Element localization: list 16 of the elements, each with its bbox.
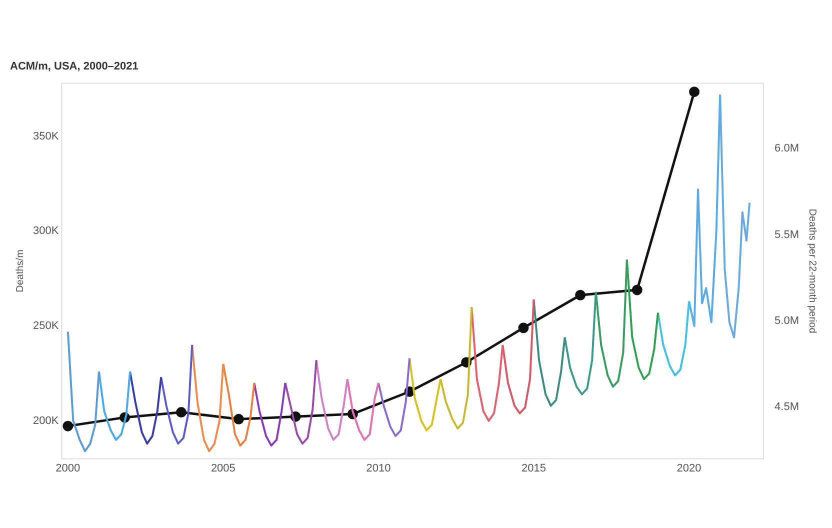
x-tick-label: 2020	[676, 462, 702, 474]
x-tick-label: 2010	[366, 462, 391, 474]
y2-tick-label: 4.5M	[774, 401, 800, 414]
y2-tick-label: 5.5M	[774, 228, 800, 241]
y2-tick-label: 5.0M	[774, 314, 800, 327]
y2-tick-label: 6.0M	[774, 142, 800, 155]
x-tick-label: 2000	[56, 462, 80, 474]
y-tick-label: 300K	[32, 225, 60, 238]
x-tick-label: 2015	[521, 462, 546, 474]
y2-axis-title: Deaths per 22-month period	[806, 208, 818, 334]
y-tick-label: 200K	[32, 414, 60, 427]
y-tick-label: 350K	[32, 130, 60, 142]
chart-title: ACM/m, USA, 2000–2021	[10, 60, 138, 73]
y-tick-label: 250K	[32, 320, 60, 332]
y-axis-title: Deaths/m	[14, 250, 26, 292]
x-tick-label: 2005	[210, 462, 236, 474]
